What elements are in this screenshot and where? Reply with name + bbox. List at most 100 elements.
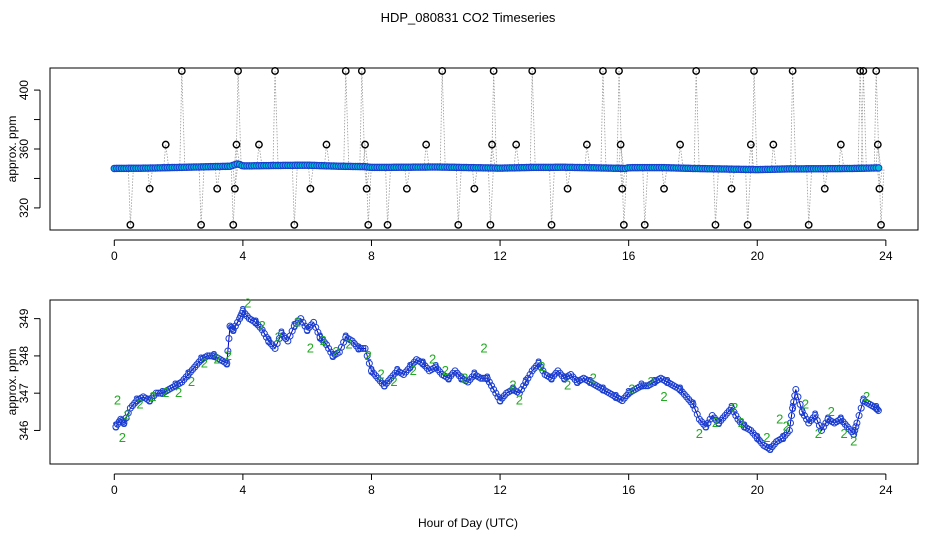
outlier-connector (860, 70, 864, 169)
bottom-x-tick-label: 8 (368, 483, 375, 497)
outlier-point (616, 140, 625, 149)
outlier-connector (531, 70, 536, 168)
series-label-3: 3 (278, 326, 285, 341)
bottom-x-tick-label: 16 (622, 483, 636, 497)
series-label-3: 3 (574, 374, 581, 389)
series-label-2: 2 (828, 404, 835, 419)
series-label-3: 3 (342, 329, 349, 344)
series-label-2: 2 (696, 426, 703, 441)
top-outlier-lines (127, 70, 885, 225)
bottom-y-tick-label: 349 (17, 308, 31, 328)
outlier-connector (230, 165, 234, 225)
outlier-point (486, 220, 495, 229)
outlier-point (341, 67, 350, 75)
series-label-2: 2 (516, 393, 523, 408)
series-point (299, 318, 307, 326)
series-label-3: 3 (779, 430, 786, 445)
outlier-connector (677, 144, 681, 169)
outlier-point (877, 220, 885, 229)
outlier-connector (234, 164, 239, 189)
outlier-point (126, 220, 135, 229)
series-label-3: 3 (159, 385, 166, 400)
outlier-connector (457, 167, 462, 225)
series-point (231, 322, 239, 330)
outlier-point (872, 67, 881, 75)
outlier-connector (361, 70, 366, 167)
outlier-connector (365, 167, 369, 225)
series-label-2: 2 (225, 348, 232, 363)
series-label-2: 2 (378, 367, 385, 382)
outlier-point (322, 140, 331, 149)
series-point (492, 389, 500, 397)
series-label-2: 2 (840, 426, 847, 441)
series-label-2: 2 (294, 314, 301, 329)
outlier-point (177, 67, 186, 75)
outlier-point (769, 140, 778, 149)
outlier-connector (838, 144, 842, 169)
series-label-2: 2 (660, 389, 667, 404)
outlier-connector (873, 70, 877, 168)
outlier-point (563, 184, 572, 193)
outlier-connector (310, 165, 314, 189)
outlier-connector (602, 70, 607, 168)
series-label-3: 3 (873, 400, 880, 415)
top-x-tick-label: 16 (622, 249, 636, 263)
outlier-point (692, 67, 701, 75)
top-x-tick-label: 4 (240, 249, 247, 263)
series-point (490, 385, 498, 393)
series-point (488, 382, 496, 390)
series-point (479, 374, 487, 382)
outlier-point (599, 67, 607, 75)
outlier-point (660, 184, 668, 193)
baseline-point (874, 164, 883, 172)
outlier-connector (272, 70, 276, 166)
series-label-2: 2 (738, 415, 745, 430)
outlier-connector (441, 70, 446, 168)
top-outlier-markers (126, 67, 885, 229)
outlier-connector (620, 144, 625, 169)
series-label-2: 2 (731, 400, 738, 415)
series-label-3: 3 (146, 393, 153, 408)
outlier-connector (644, 167, 649, 225)
series-label-2: 2 (590, 370, 597, 385)
series-label-2: 2 (162, 385, 169, 400)
series-label-3: 3 (432, 359, 439, 374)
outlier-connector (343, 70, 347, 167)
series-label-3: 3 (304, 322, 311, 337)
series-label-3: 3 (252, 314, 259, 329)
series-label-3: 3 (394, 363, 401, 378)
bottom-x-tick-label: 0 (111, 483, 118, 497)
series-label-3: 3 (625, 385, 632, 400)
outlier-connector (859, 70, 864, 169)
series-label-2: 2 (776, 411, 783, 426)
outlier-connector (840, 144, 845, 169)
series-label-2: 2 (410, 363, 417, 378)
series-label-3: 3 (702, 419, 709, 434)
series-point (852, 423, 860, 431)
outlier-connector (748, 144, 752, 170)
top-x-tick-label: 0 (111, 249, 118, 263)
series-label-2: 2 (763, 430, 770, 445)
series-label-3: 3 (812, 408, 819, 423)
outlier-point (255, 140, 263, 149)
outlier-connector (387, 167, 391, 225)
series-label-3: 3 (789, 400, 796, 415)
series-label-2: 2 (783, 419, 790, 434)
outlier-point (615, 67, 623, 75)
series-label-2: 2 (628, 381, 635, 396)
outlier-connector (792, 70, 797, 169)
series-point (702, 423, 710, 431)
series-label-3: 3 (651, 374, 658, 389)
series-point (223, 359, 231, 367)
outlier-point (750, 67, 758, 75)
series-label-3: 3 (291, 318, 298, 333)
series-label-3: 3 (860, 393, 867, 408)
series-point (855, 412, 863, 420)
series-label-3: 3 (496, 393, 503, 408)
outlier-point (488, 140, 496, 149)
outlier-point (438, 67, 447, 75)
series-point (798, 408, 806, 416)
series-label-3: 3 (329, 348, 336, 363)
top-baseline-series (110, 160, 883, 174)
series-label-2: 2 (538, 359, 545, 374)
